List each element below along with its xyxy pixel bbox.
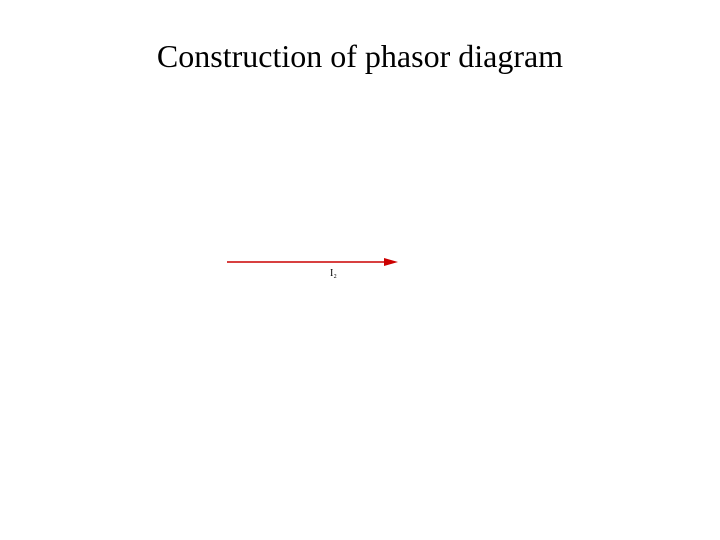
phasor-vector (0, 0, 720, 540)
phasor-label: I₂ (330, 268, 337, 279)
slide: Construction of phasor diagram I₂ (0, 0, 720, 540)
phasor-arrowhead (384, 258, 398, 266)
